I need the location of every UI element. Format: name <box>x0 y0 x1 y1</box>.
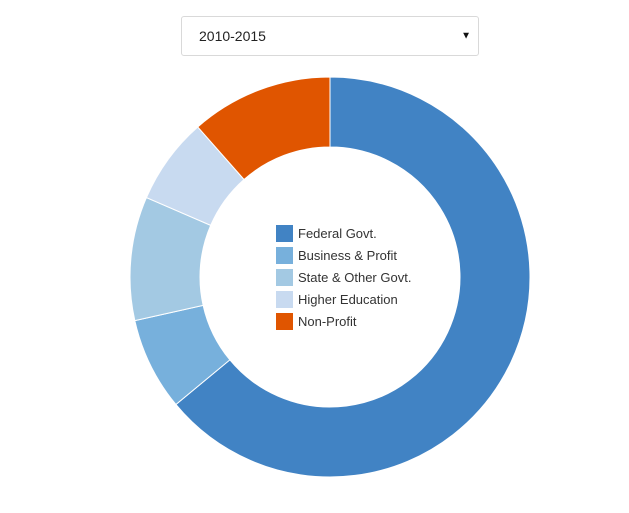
legend-item-state-other-govt: State & Other Govt. <box>276 266 411 288</box>
legend-item-higher-education: Higher Education <box>276 288 411 310</box>
legend-swatch <box>276 312 293 330</box>
legend-label: Federal Govt. <box>298 225 377 241</box>
legend-item-business-profit: Business & Profit <box>276 244 411 266</box>
legend-label: State & Other Govt. <box>298 269 412 285</box>
donut-slice-federal-govt[interactable] <box>175 76 531 478</box>
legend-swatch <box>276 268 293 286</box>
legend-label: Higher Education <box>298 291 398 307</box>
legend-swatch <box>276 224 293 242</box>
legend-item-federal-govt: Federal Govt. <box>276 222 411 244</box>
legend-item-non-profit: Non-Profit <box>276 310 411 332</box>
period-dropdown-value: 2010-2015 <box>199 28 266 44</box>
donut-slice-non-profit[interactable] <box>197 76 331 181</box>
legend-label: Non-Profit <box>298 313 357 329</box>
chart-legend: Federal Govt. Business & Profit State & Ot… <box>276 222 411 332</box>
caret-down-icon[interactable]: ▼ <box>461 30 471 42</box>
legend-swatch <box>276 246 293 264</box>
legend-label: Business & Profit <box>298 247 397 263</box>
legend-swatch <box>276 290 293 308</box>
period-dropdown[interactable]: 2010-2015 ▼ <box>181 16 479 56</box>
